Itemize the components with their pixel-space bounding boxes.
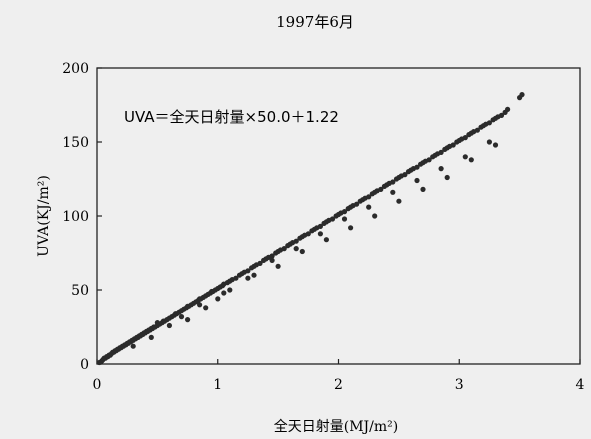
data-point (438, 166, 444, 172)
data-point (305, 231, 311, 237)
data-point (275, 263, 281, 269)
chart-title: 1997年6月 (276, 13, 354, 31)
data-point (486, 120, 492, 126)
data-point (251, 272, 257, 278)
data-point (317, 223, 323, 229)
data-point (390, 179, 396, 185)
y-tick-label: 50 (71, 283, 89, 299)
x-tick-label: 0 (93, 377, 102, 393)
x-tick-label: 4 (576, 377, 585, 393)
y-tick-label: 100 (62, 209, 89, 225)
data-point (414, 177, 420, 184)
data-point (281, 246, 287, 252)
data-point (420, 186, 426, 192)
x-axis-label: 全天日射量(MJ/m²) (274, 418, 398, 435)
data-point (293, 238, 299, 244)
x-axis: 0 1 2 3 4 (93, 359, 585, 393)
data-point (166, 322, 172, 329)
data-points (96, 92, 525, 366)
data-point (341, 216, 348, 222)
data-point (233, 275, 239, 281)
data-point (414, 164, 420, 170)
data-point (505, 106, 511, 112)
data-point (227, 287, 233, 293)
data-point (257, 260, 263, 266)
y-axis: 0 50 100 150 200 (62, 61, 102, 373)
data-point (402, 172, 408, 178)
data-point (462, 135, 468, 141)
data-point (372, 213, 378, 219)
x-tick-label: 2 (334, 377, 343, 393)
data-point (438, 149, 444, 155)
data-point (492, 142, 499, 148)
data-point (450, 142, 456, 148)
data-point (519, 92, 525, 98)
data-point (215, 296, 221, 302)
data-point (498, 112, 505, 118)
data-point (323, 237, 329, 243)
data-point (245, 275, 251, 281)
fit-equation-annotation: UVA＝全天日射量×50.0＋1.22 (124, 108, 339, 126)
data-point (221, 290, 227, 296)
data-point (444, 174, 450, 181)
x-tick-label: 3 (455, 377, 464, 393)
data-point (130, 343, 136, 349)
data-point (178, 314, 185, 320)
data-point (390, 189, 396, 195)
data-point (245, 268, 251, 274)
data-point (154, 320, 160, 326)
data-point (299, 248, 305, 255)
data-point (203, 305, 209, 311)
data-point (341, 209, 348, 215)
data-point (486, 139, 492, 145)
data-point (366, 194, 372, 200)
y-tick-label: 200 (62, 61, 89, 77)
data-point (148, 334, 154, 340)
y-tick-label: 150 (62, 135, 89, 151)
data-point (293, 246, 299, 252)
data-point (426, 157, 432, 163)
y-tick-label: 0 (80, 357, 89, 373)
data-point (396, 198, 402, 204)
data-point (329, 216, 336, 222)
x-tick-label: 1 (213, 377, 222, 393)
data-point (366, 204, 372, 210)
data-point (197, 302, 203, 308)
data-point (378, 186, 384, 192)
data-point (269, 253, 275, 259)
data-point (354, 201, 360, 207)
y-axis-label: UVA(KJ/m²) (36, 175, 52, 257)
data-point (269, 257, 275, 263)
data-point (185, 317, 191, 323)
data-point (468, 157, 474, 163)
data-point (462, 154, 468, 160)
data-point (317, 231, 323, 237)
data-point (474, 127, 480, 133)
data-point (348, 225, 354, 231)
